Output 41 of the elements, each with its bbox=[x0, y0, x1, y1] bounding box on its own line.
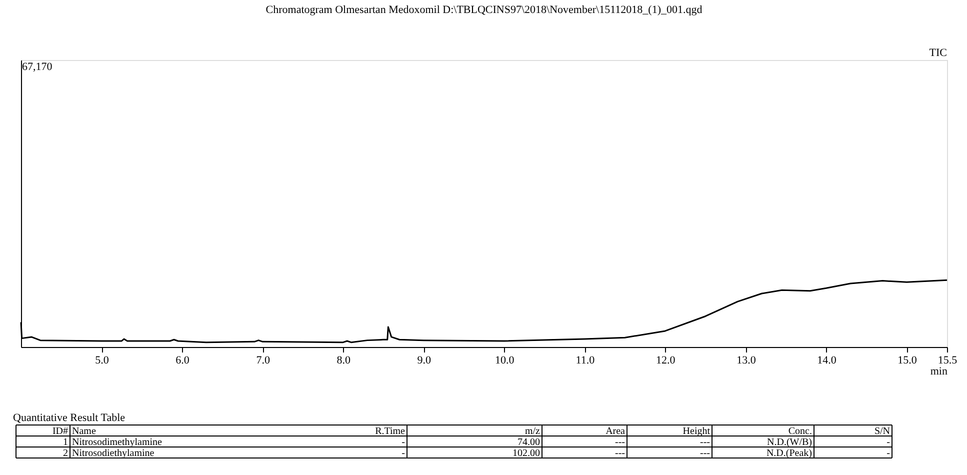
x-tick-label: 15.0 bbox=[898, 354, 918, 366]
text: N.D.(W/B) bbox=[767, 437, 812, 448]
x-tick-label: 9.0 bbox=[417, 354, 432, 366]
text: ID# bbox=[52, 426, 68, 437]
text: Area bbox=[606, 426, 626, 437]
text: --- bbox=[615, 437, 625, 448]
x-tick-label: 14.0 bbox=[817, 354, 837, 366]
text: 102.00 bbox=[512, 448, 540, 459]
x-tick-label: 11.0 bbox=[576, 354, 596, 366]
x-tick-label: 10.0 bbox=[495, 354, 515, 366]
text: --- bbox=[615, 448, 625, 459]
x-tick-label: 6.0 bbox=[176, 354, 190, 366]
x-tick-label: 12.0 bbox=[656, 354, 676, 366]
chart-title: Chromatogram Olmesartan Medoxomil D:\TBLQCINS97\2018\November\15112018_(1)_001.qgd bbox=[266, 4, 703, 16]
text: Conc. bbox=[788, 426, 812, 437]
text: 67,170 bbox=[22, 61, 53, 73]
text: - bbox=[886, 437, 890, 448]
text: R.Time bbox=[375, 426, 406, 437]
text: - bbox=[402, 437, 405, 448]
x-tick-label: 7.0 bbox=[256, 354, 270, 366]
text: 1 bbox=[63, 437, 68, 448]
text: Height bbox=[682, 426, 710, 437]
text: TIC bbox=[929, 47, 947, 59]
text: --- bbox=[700, 437, 710, 448]
text: m/z bbox=[525, 426, 541, 437]
x-axis-title: min bbox=[930, 366, 948, 378]
text: 2 bbox=[63, 448, 68, 459]
x-tick-label: 13.0 bbox=[736, 354, 756, 366]
text: Nitrosodiethylamine bbox=[72, 448, 155, 459]
x-tick-label: 5.0 bbox=[95, 354, 110, 366]
text: --- bbox=[700, 448, 710, 459]
text: N.D.(Peak) bbox=[766, 448, 812, 459]
text: Quantitative Result Table bbox=[13, 412, 126, 424]
text: - bbox=[886, 448, 890, 459]
x-tick-label: 15.5 bbox=[938, 354, 958, 366]
text: 74.00 bbox=[518, 437, 540, 448]
text: S/N bbox=[874, 426, 890, 437]
x-tick-label: 8.0 bbox=[336, 354, 351, 366]
text: Name bbox=[72, 426, 96, 437]
text: Nitrosodimethylamine bbox=[72, 437, 163, 448]
text: - bbox=[402, 448, 405, 459]
